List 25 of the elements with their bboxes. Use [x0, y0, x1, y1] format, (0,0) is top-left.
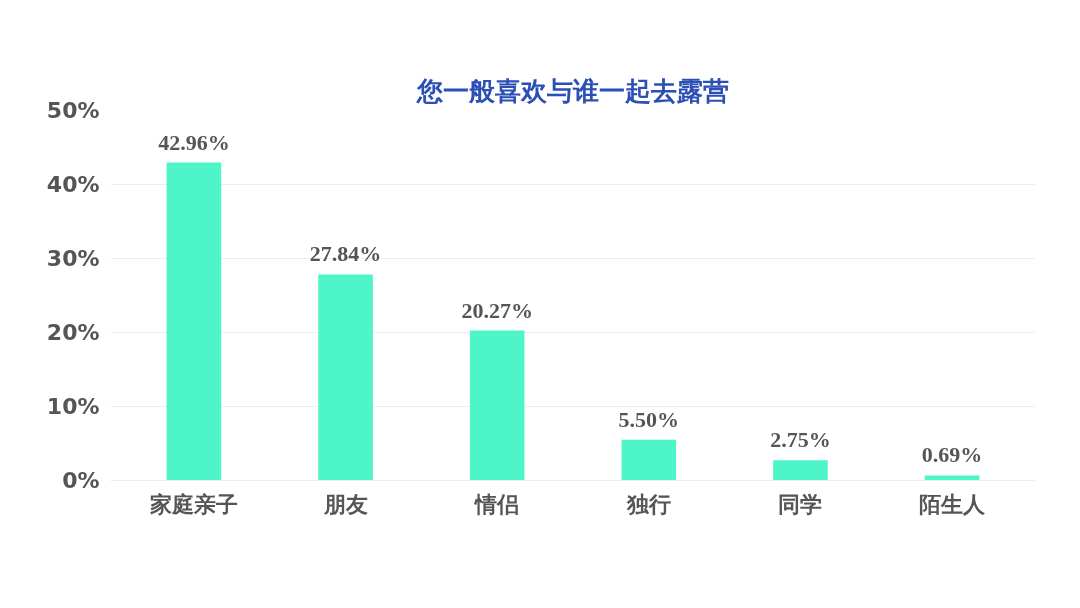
x-tick-label: 独行 [625, 491, 671, 517]
y-tick-label: 0% [62, 468, 100, 493]
bar [773, 460, 828, 481]
bar [469, 330, 525, 481]
y-tick-label: 40% [46, 172, 100, 197]
bar [924, 475, 980, 481]
x-tick-label: 陌生人 [919, 491, 987, 517]
chart-title: 您一般喜欢与谁一起去露营 [416, 75, 729, 106]
data-label: 20.27% [461, 297, 533, 323]
bar [621, 439, 677, 481]
y-tick-label: 20% [46, 320, 100, 345]
x-tick-label: 朋友 [322, 491, 368, 517]
bar [166, 162, 222, 481]
data-label: 5.50% [618, 406, 680, 432]
y-tick-label: 30% [46, 246, 100, 271]
data-label: 0.69% [921, 442, 983, 468]
data-label: 42.96% [158, 129, 230, 155]
data-label: 27.84% [309, 241, 382, 267]
bar [318, 274, 373, 481]
data-label: 2.75% [770, 427, 831, 453]
x-tick-label: 情侣 [473, 491, 520, 517]
x-tick-label: 家庭亲子 [148, 491, 238, 517]
y-tick-label: 10% [46, 394, 100, 419]
x-tick-label: 同学 [778, 491, 823, 517]
y-tick-label: 50% [46, 98, 100, 123]
